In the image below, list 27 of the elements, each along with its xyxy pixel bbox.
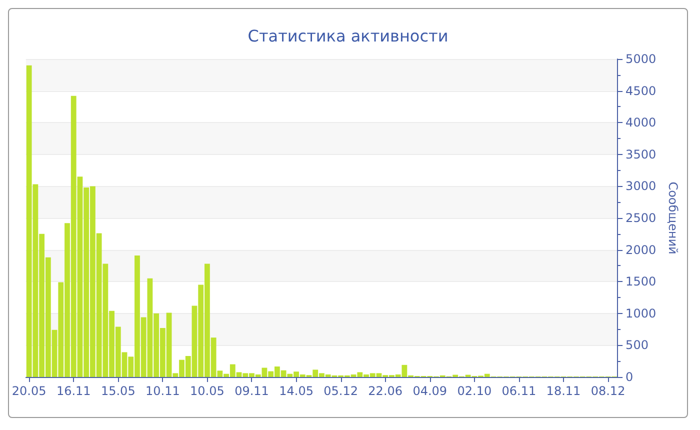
y-tick-label: 1000 — [626, 306, 656, 320]
x-tick-label: 10.05 — [190, 384, 224, 398]
y-tick-label: 3500 — [626, 147, 656, 162]
x-tick-label: 22.06 — [368, 384, 403, 398]
y-axis-title: Сообщений — [666, 182, 680, 254]
x-tick-label: 06.11 — [502, 384, 536, 398]
y-tick-label: 0 — [626, 370, 634, 384]
y-tick-label: 4500 — [626, 84, 656, 98]
y-tick-label: 500 — [626, 338, 648, 352]
x-tick-label: 02.10 — [457, 384, 492, 398]
y-tick-label: 1500 — [626, 274, 656, 289]
x-tick-label: 05.12 — [324, 384, 358, 398]
chart-title: Статистика активности — [248, 26, 448, 46]
x-tick-label: 09.11 — [234, 384, 269, 398]
y-tick-label: 5000 — [626, 52, 656, 66]
x-tick-label: 20.05 — [12, 384, 46, 398]
x-tick-label: 10.11 — [146, 384, 180, 398]
x-tick-label: 04.09 — [412, 384, 448, 398]
x-tick-label: 16.11 — [56, 384, 91, 398]
x-tick-label: 18.11 — [546, 384, 581, 398]
y-tick-label: 2500 — [626, 211, 656, 225]
y-tick-label: 2000 — [626, 242, 656, 257]
x-tick-label: 14.05 — [279, 384, 314, 398]
x-tick-label: 15.05 — [100, 384, 136, 398]
x-tick-label: 08.12 — [590, 384, 626, 398]
y-tick-label: 3000 — [626, 179, 656, 194]
y-tick-label: 4000 — [626, 116, 656, 130]
